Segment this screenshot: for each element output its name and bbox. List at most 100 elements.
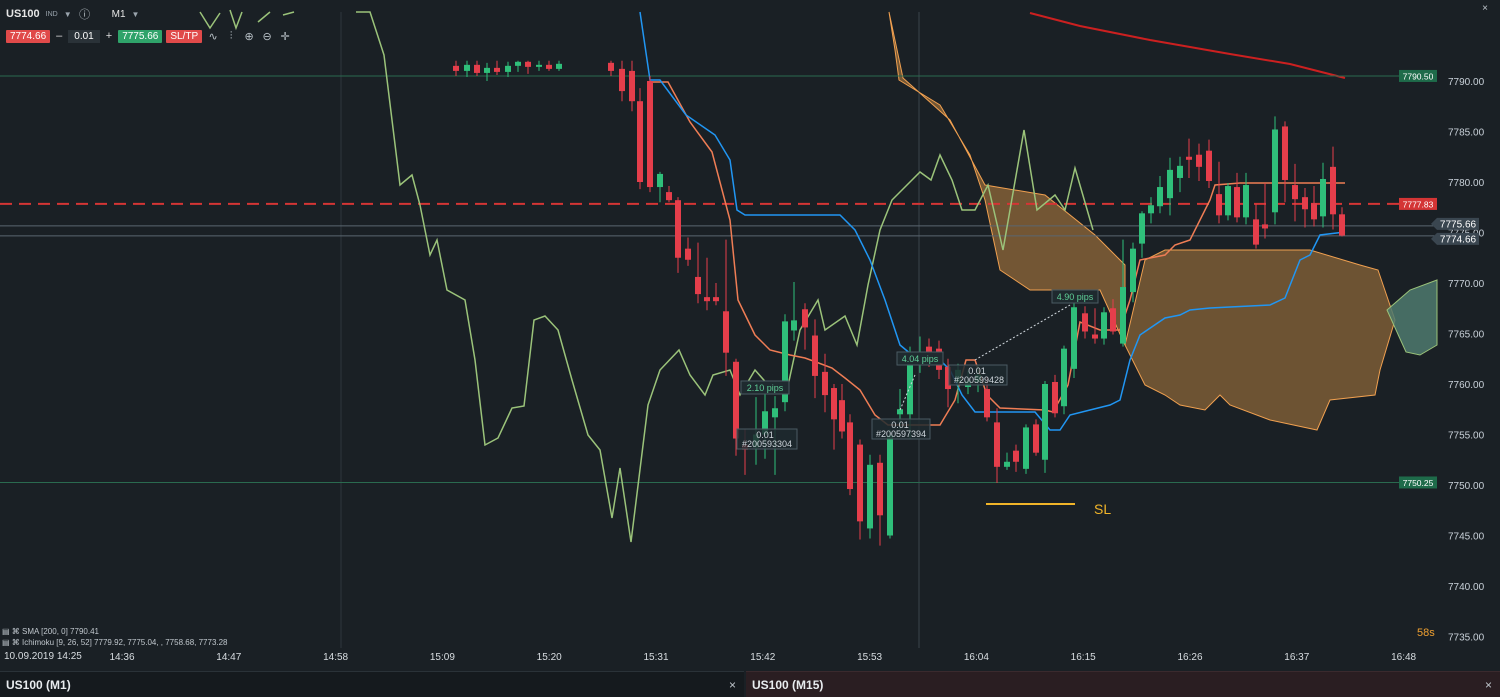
candle-body [802, 309, 808, 328]
y-tick-label: 7750.00 [1448, 481, 1485, 492]
candle-countdown: 58s [1417, 627, 1435, 639]
tenkan-sen-line [639, 11, 1346, 431]
candle-body [546, 64, 552, 69]
candle [1071, 297, 1077, 378]
candle-body [1139, 213, 1145, 244]
candle-body [515, 61, 521, 66]
buy-button[interactable]: 7775.66 [118, 29, 163, 43]
y-tick-label: 7755.00 [1448, 431, 1485, 442]
candle-body [1061, 348, 1067, 407]
candle-body [675, 200, 681, 258]
price-tags: 7790.50 7777.83 7775.66 7774.66 7750.25 [1399, 69, 1479, 489]
candle [1292, 163, 1298, 222]
stop-loss-label: SL [1094, 501, 1111, 517]
symbol-label[interactable]: US100 [6, 8, 40, 20]
timeframe-dropdown-icon[interactable]: ▼ [131, 9, 140, 19]
y-tick-label: 7735.00 [1448, 633, 1485, 644]
trade-lot-label: 0.01 [968, 366, 986, 376]
candle [1330, 146, 1336, 230]
candle [1157, 175, 1163, 214]
trade-pips-label: 2.10 pips [747, 383, 784, 393]
candle-body [657, 173, 663, 188]
lot-decrease-button[interactable]: – [56, 30, 63, 42]
candle [1225, 183, 1231, 221]
candle [505, 61, 511, 77]
candle-body [1052, 381, 1058, 414]
candle-body [608, 62, 614, 71]
candle [1082, 306, 1088, 339]
candle [733, 358, 739, 456]
candle-body [1330, 166, 1336, 215]
candle [1033, 419, 1039, 456]
x-tick-label: 14:36 [109, 652, 134, 663]
x-tick-label: 15:09 [430, 652, 455, 663]
zoom-out-icon[interactable]: ⊖ [262, 30, 272, 43]
x-tick-label: 16:37 [1284, 652, 1309, 663]
candlestick-series [453, 60, 1345, 546]
crosshair-icon[interactable]: ✛ [280, 30, 290, 43]
candle [1216, 161, 1222, 224]
chikou-span-line [199, 9, 1094, 543]
candle-body [474, 64, 480, 73]
candle-body [1243, 185, 1249, 218]
candle-body [1234, 187, 1240, 218]
candle-body [1033, 424, 1039, 453]
price-tag-bg [1431, 232, 1479, 245]
sltp-button[interactable]: SL/TP [166, 29, 203, 43]
panel-tab-m15[interactable]: US100 (M15) × [746, 671, 1500, 697]
candle-body [839, 400, 845, 432]
sell-button[interactable]: 7774.66 [6, 29, 51, 43]
price-chart[interactable]: SL 2.10 pips 0.01 #200593304 4.04 pips 0… [0, 0, 1500, 671]
trade-marker-3[interactable]: 4.90 pips 0.01 #200599428 [948, 289, 1099, 386]
y-tick-label: 7740.00 [1448, 582, 1485, 593]
candle-body [525, 61, 531, 67]
candle [453, 60, 459, 76]
candle-body [695, 276, 701, 295]
candle [1302, 188, 1308, 228]
candle-body [1092, 334, 1098, 339]
candle-body [505, 65, 511, 72]
candle [608, 60, 614, 76]
price-tag-label: 7777.83 [1403, 199, 1434, 209]
candle-body [1110, 308, 1116, 332]
trade-ticket-label: #200599428 [954, 375, 1004, 385]
trade-marker-1[interactable]: 2.10 pips 0.01 #200593304 [736, 380, 798, 450]
candle-body [556, 63, 562, 69]
candle-body [1013, 450, 1019, 462]
ichimoku-legend[interactable]: ▤ ⌘ Ichimoku [9, 26, 52] 7779.92, 7775.0… [2, 638, 228, 647]
candle-body [1082, 313, 1088, 332]
info-icon[interactable]: ⓘ [79, 9, 91, 21]
timeframe-label[interactable]: M1 [111, 8, 126, 20]
candle [812, 319, 818, 399]
candle-body [897, 409, 903, 415]
lot-increase-button[interactable]: + [105, 30, 113, 42]
zoom-in-icon[interactable]: ⊕ [244, 30, 254, 43]
sma-legend[interactable]: ▤ ⌘ SMA [200, 0] 7790.41 [2, 627, 99, 636]
price-tag: 7775.66 [1431, 217, 1479, 230]
symbol-dropdown-icon[interactable]: ▼ [63, 9, 72, 19]
candle-body [685, 248, 691, 260]
panel-close-icon[interactable]: × [1484, 677, 1492, 692]
candle-body [945, 366, 951, 390]
candle [802, 303, 808, 350]
candle-body [619, 68, 625, 92]
candle [1120, 239, 1126, 347]
chart-close-icon[interactable]: × [1482, 3, 1488, 14]
x-axis: 14:36 14:47 14:58 15:09 15:20 15:31 15:42 15:53… [109, 652, 1416, 663]
x-tick-label: 15:31 [643, 652, 668, 663]
sma-line [1029, 12, 1346, 79]
candle-body [1177, 165, 1183, 178]
trade-marker-2[interactable]: 4.04 pips 0.01 #200597394 [871, 351, 944, 440]
candle [704, 257, 710, 311]
candle-body [857, 444, 863, 522]
lot-input[interactable]: 0.01 [68, 29, 100, 43]
start-date-label: 10.09.2019 14:25 [4, 651, 82, 662]
price-tag-bg [1399, 69, 1437, 82]
chart-type-icon[interactable]: ∿ [208, 30, 218, 43]
candle-body [984, 389, 990, 418]
candle [831, 384, 837, 450]
indicators-icon[interactable]: ⫶ [229, 29, 233, 42]
panel-close-icon[interactable]: × [728, 677, 736, 692]
panel-tab-m1[interactable]: US100 (M1) × [0, 671, 744, 697]
candle [791, 281, 797, 341]
